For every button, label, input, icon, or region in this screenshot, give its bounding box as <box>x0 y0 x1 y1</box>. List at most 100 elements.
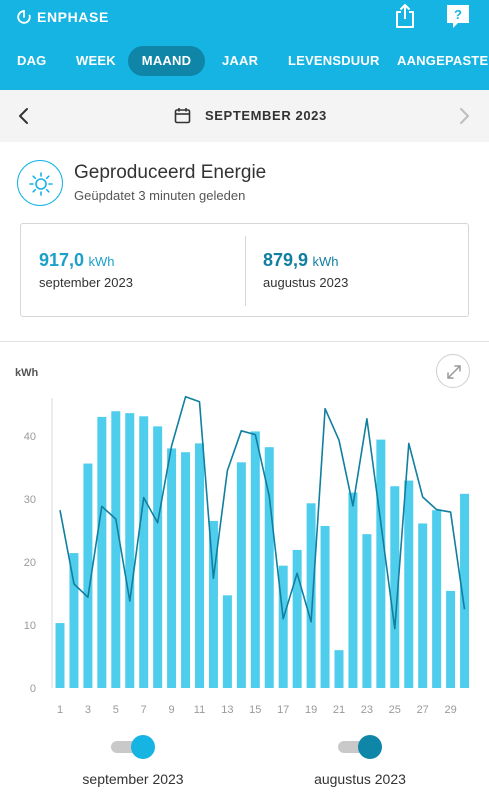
tab-week[interactable]: WEEK <box>76 53 116 68</box>
x-tick-label: 7 <box>141 704 147 716</box>
tab-jaar[interactable]: JAAR <box>222 53 259 68</box>
x-tick-label: 25 <box>389 704 401 716</box>
bar-day-22[interactable] <box>348 492 358 688</box>
tab-dag[interactable]: DAG <box>17 53 47 68</box>
y-tick-label: 10 <box>24 620 36 632</box>
bar-day-5[interactable] <box>111 411 121 688</box>
chart-y-axis-label: kWh <box>15 367 39 379</box>
toggle-knob <box>358 735 382 759</box>
tab-maand[interactable]: MAAND <box>128 46 205 76</box>
current-total-value: 917,0 <box>39 250 85 270</box>
bar-day-13[interactable] <box>222 595 232 688</box>
bar-day-16[interactable] <box>264 447 274 688</box>
x-tick-label: 15 <box>249 704 261 716</box>
bar-day-8[interactable] <box>153 426 163 688</box>
x-tick-label: 1 <box>57 704 63 716</box>
date-navigation: SEPTEMBER 2023 <box>0 90 489 142</box>
summary-current: 917,0 kWh september 2023 <box>39 250 133 290</box>
summary-card: 917,0 kWh september 2023 879,9 kWh augus… <box>20 223 469 317</box>
next-period-button[interactable] <box>456 106 472 126</box>
bar-day-18[interactable] <box>292 549 302 688</box>
legend-item-current: september 2023 <box>53 735 213 787</box>
bar-day-26[interactable] <box>404 480 414 688</box>
y-tick-label: 40 <box>24 431 36 443</box>
help-button[interactable]: ? <box>445 3 471 29</box>
calendar-icon <box>174 108 191 124</box>
bar-day-15[interactable] <box>250 431 260 688</box>
x-tick-label: 3 <box>85 704 91 716</box>
previous-period-button[interactable] <box>16 106 32 126</box>
bar-day-1[interactable] <box>55 623 65 688</box>
x-tick-label: 27 <box>417 704 429 716</box>
bar-day-30[interactable] <box>460 493 470 688</box>
bar-day-28[interactable] <box>432 510 442 688</box>
x-tick-label: 23 <box>361 704 373 716</box>
brand-name: ENPHASE <box>37 9 109 25</box>
toggle-knob <box>131 735 155 759</box>
top-bar: ENPHASE ? DAG WEEK MAAND JAAR LEVENSDUUR… <box>0 0 489 90</box>
bar-day-25[interactable] <box>390 486 400 688</box>
bar-day-17[interactable] <box>278 565 288 688</box>
previous-total-value: 879,9 <box>263 250 309 270</box>
sun-icon <box>29 172 53 196</box>
brand: ENPHASE <box>17 8 109 26</box>
y-tick-label: 20 <box>24 557 36 569</box>
legend-label-previous: augustus 2023 <box>314 771 406 787</box>
current-period-label: september 2023 <box>39 275 133 290</box>
tab-levensduur[interactable]: LEVENSDUUR <box>288 53 380 68</box>
summary-divider <box>245 236 246 306</box>
chevron-left-icon <box>19 108 28 124</box>
bar-day-20[interactable] <box>320 525 330 688</box>
expand-chart-button[interactable] <box>436 354 470 388</box>
summary-previous: 879,9 kWh augustus 2023 <box>263 250 348 290</box>
x-tick-label: 5 <box>113 704 119 716</box>
expand-icon <box>447 365 461 379</box>
energy-updated: Geüpdatet 3 minuten geleden <box>74 188 246 203</box>
previous-total-unit: kWh <box>312 254 339 269</box>
current-total-unit: kWh <box>88 254 115 269</box>
bar-day-2[interactable] <box>69 553 79 688</box>
bar-day-27[interactable] <box>418 523 428 688</box>
energy-icon-circle <box>17 160 63 206</box>
bar-day-19[interactable] <box>306 503 316 688</box>
x-tick-label: 11 <box>194 704 205 716</box>
y-tick-label: 30 <box>24 494 36 506</box>
tab-aangepaste[interactable]: AANGEPASTE <box>397 53 489 68</box>
svg-text:?: ? <box>454 7 462 22</box>
previous-period-label: augustus 2023 <box>263 275 349 290</box>
bar-day-11[interactable] <box>195 443 204 688</box>
x-tick-label: 19 <box>305 704 317 716</box>
period-label[interactable]: SEPTEMBER 2023 <box>205 108 327 123</box>
enphase-logo-icon <box>17 10 31 24</box>
bar-day-24[interactable] <box>376 439 386 688</box>
bar-day-12[interactable] <box>208 520 218 688</box>
period-tabs: DAG WEEK MAAND JAAR LEVENSDUUR AANGEPAST… <box>0 46 489 76</box>
comparison-series-line[interactable] <box>59 395 466 630</box>
help-icon: ? <box>447 5 469 28</box>
bar-day-21[interactable] <box>334 650 344 688</box>
bar-day-9[interactable] <box>167 448 177 688</box>
energy-title: Geproduceerd Energie <box>74 162 267 183</box>
toggle-previous-series[interactable] <box>338 735 382 759</box>
x-tick-label: 21 <box>333 704 345 716</box>
bar-day-3[interactable] <box>83 463 93 688</box>
y-tick-label: 0 <box>30 683 36 695</box>
legend-label-current: september 2023 <box>82 771 184 787</box>
bar-day-23[interactable] <box>362 534 372 688</box>
bar-day-29[interactable] <box>446 590 456 688</box>
bar-day-10[interactable] <box>181 452 191 688</box>
bar-day-6[interactable] <box>125 413 135 688</box>
bar-day-4[interactable] <box>97 416 107 688</box>
x-tick-label: 17 <box>277 704 289 716</box>
section-divider <box>0 341 489 342</box>
x-tick-label: 13 <box>221 704 233 716</box>
bar-day-7[interactable] <box>139 416 149 688</box>
chevron-right-icon <box>460 108 469 124</box>
x-tick-label: 9 <box>169 704 175 716</box>
x-tick-label: 29 <box>444 704 456 716</box>
toggle-current-series[interactable] <box>111 735 155 759</box>
bar-day-14[interactable] <box>236 462 246 688</box>
share-button[interactable] <box>393 3 417 29</box>
share-icon <box>396 4 414 28</box>
